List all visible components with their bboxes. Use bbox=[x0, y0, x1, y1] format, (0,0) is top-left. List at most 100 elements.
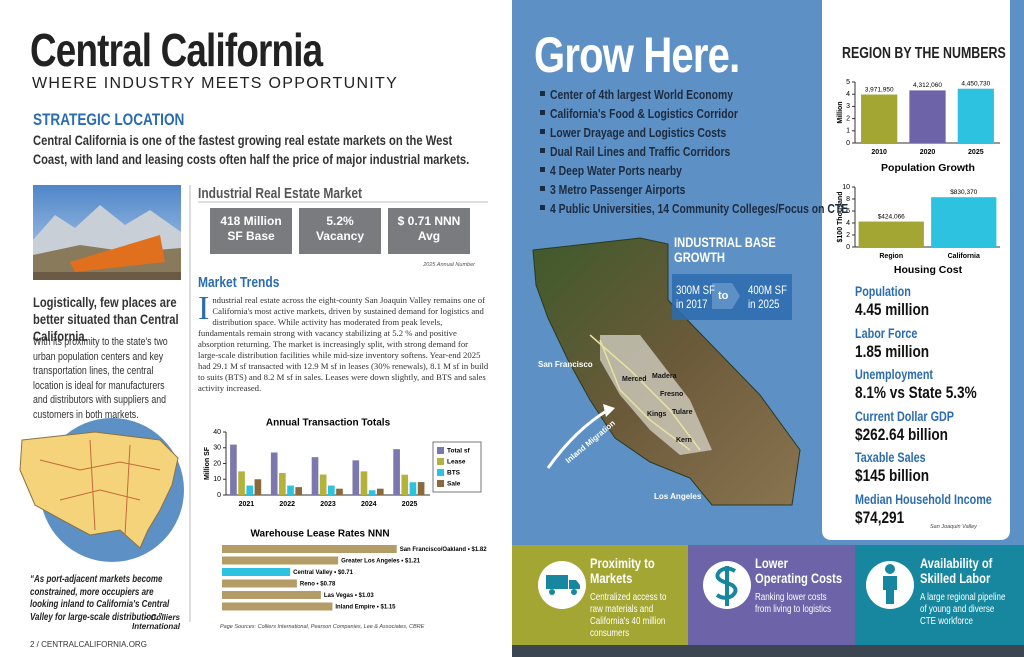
feature-text: Centralized access to raw materials and … bbox=[590, 592, 667, 639]
train-photo bbox=[70, 235, 165, 272]
feature-title: Availability of Skilled Labor bbox=[920, 555, 993, 586]
value-label: $424,066 bbox=[878, 213, 905, 220]
bar bbox=[222, 568, 291, 576]
bar bbox=[222, 579, 297, 588]
footer: 2 / CENTRALCALIFORNIA.ORG bbox=[30, 640, 147, 649]
bar bbox=[931, 197, 997, 247]
y-tick-label: 6 bbox=[846, 208, 850, 215]
stat-label: Avg bbox=[417, 229, 441, 243]
bar bbox=[858, 221, 924, 247]
bar-label: Las Vegas • $1.03 bbox=[324, 593, 374, 599]
y-tick-label: 0 bbox=[217, 492, 221, 499]
section-heading: Industrial Real Estate Market bbox=[198, 185, 363, 202]
x-tick-label: 2024 bbox=[361, 501, 377, 508]
chart-title: Warehouse Lease Rates NNN bbox=[250, 529, 389, 540]
bar bbox=[295, 487, 303, 495]
fact-value: $262.64 billion bbox=[855, 424, 948, 444]
bar-label: Greater Los Angeles • $1.21 bbox=[341, 559, 421, 565]
y-tick-label: 5 bbox=[846, 79, 850, 86]
bar bbox=[401, 474, 409, 495]
migration-arrow bbox=[603, 404, 615, 417]
y-tick-label: 30 bbox=[213, 445, 221, 452]
note: 2025 Annual Number bbox=[423, 262, 475, 268]
stat-value: $ 0.71 NNN bbox=[397, 214, 461, 228]
note: San Joaquin Valley bbox=[930, 524, 977, 530]
map-label: Madera bbox=[652, 373, 677, 380]
legend-label: Lease bbox=[447, 459, 466, 466]
bar bbox=[393, 449, 400, 495]
bullet-marker bbox=[540, 110, 545, 115]
bar bbox=[254, 479, 262, 495]
bar bbox=[222, 556, 339, 565]
truck-icon bbox=[571, 589, 577, 595]
y-tick-label: 20 bbox=[213, 460, 221, 467]
map-label: Kings bbox=[647, 411, 667, 418]
value-label: 4,312,060 bbox=[913, 82, 942, 89]
legend-swatch bbox=[437, 480, 444, 487]
fact-label: Current Dollar GDP bbox=[855, 408, 955, 424]
bar-label: Central Valley • $0.71 bbox=[293, 570, 353, 576]
stat-value: 5.2% bbox=[326, 214, 354, 228]
y-tick-label: 10 bbox=[213, 476, 221, 483]
fact-label: Median Household Income bbox=[855, 491, 992, 507]
bullet: Dual Rail Lines and Traffic Corridors bbox=[550, 144, 731, 159]
bar bbox=[909, 90, 946, 143]
x-tick-label: California bbox=[948, 253, 980, 260]
x-tick-label: 2022 bbox=[279, 501, 295, 508]
chart-title: Population Growth bbox=[881, 162, 975, 174]
fact-value: $145 billion bbox=[855, 466, 930, 485]
numbers-heading: REGION BY THE NUMBERS bbox=[842, 45, 1006, 62]
value-label: 4,450,730 bbox=[961, 80, 990, 87]
y-tick-label: 0 bbox=[846, 244, 850, 251]
stat-box: 5.2% Vacancy bbox=[299, 208, 381, 254]
bar bbox=[409, 482, 417, 495]
y-axis-label: Million bbox=[837, 101, 844, 123]
train-photo bbox=[33, 272, 181, 280]
bar bbox=[222, 545, 397, 553]
bar bbox=[230, 444, 237, 495]
y-axis-label: $100 Thousand bbox=[837, 192, 844, 243]
growth-target: 400M SF in 2025 bbox=[748, 283, 787, 311]
bullet: 3 Metro Passenger Airports bbox=[550, 182, 686, 197]
highway bbox=[599, 339, 691, 451]
bar bbox=[222, 591, 321, 599]
bullet: Lower Drayage and Logistics Costs bbox=[550, 125, 727, 140]
truck-icon bbox=[546, 575, 568, 589]
bullet-marker bbox=[540, 148, 545, 153]
growth-to: to bbox=[718, 290, 729, 302]
us-map bbox=[39, 439, 161, 536]
bar bbox=[376, 488, 384, 495]
y-tick-label: 2 bbox=[846, 232, 850, 239]
headline: Grow Here. bbox=[534, 27, 740, 83]
bullet-marker bbox=[540, 205, 545, 210]
value-label: $830,370 bbox=[950, 189, 977, 196]
map-label: Merced bbox=[622, 376, 647, 383]
x-tick-label: 2021 bbox=[239, 501, 255, 508]
truck-icon bbox=[569, 580, 580, 589]
map-label: Kern bbox=[676, 437, 692, 444]
bar bbox=[328, 485, 335, 495]
growth-from: 300M SF in 2017 bbox=[676, 283, 715, 311]
bar bbox=[336, 488, 343, 495]
y-tick-label: 1 bbox=[846, 128, 850, 135]
dollar-icon bbox=[715, 566, 738, 606]
body-text: With its proximity to the state's two ur… bbox=[33, 336, 168, 421]
quote: “As port-adjacent markets become constra… bbox=[30, 574, 170, 623]
legend-label: BTS bbox=[447, 470, 461, 477]
title: Central California bbox=[30, 24, 323, 76]
bar bbox=[360, 471, 368, 495]
y-tick-label: 10 bbox=[842, 184, 850, 191]
bar bbox=[368, 490, 376, 495]
feature-text: A large regional pipeline of young and d… bbox=[920, 592, 1006, 627]
feature-title: Proximity to Markets bbox=[590, 555, 655, 586]
legend-label: Sale bbox=[447, 481, 461, 488]
bar-label: Inland Empire • $1.15 bbox=[335, 605, 396, 611]
legend-swatch bbox=[437, 458, 444, 465]
migration-arrow bbox=[546, 408, 609, 469]
person-icon bbox=[885, 564, 895, 574]
y-tick-label: 40 bbox=[213, 429, 221, 436]
bar bbox=[352, 460, 360, 495]
section-heading: STRATEGIC LOCATION bbox=[33, 110, 185, 129]
stat-box: $ 0.71 NNN Avg bbox=[388, 208, 470, 254]
